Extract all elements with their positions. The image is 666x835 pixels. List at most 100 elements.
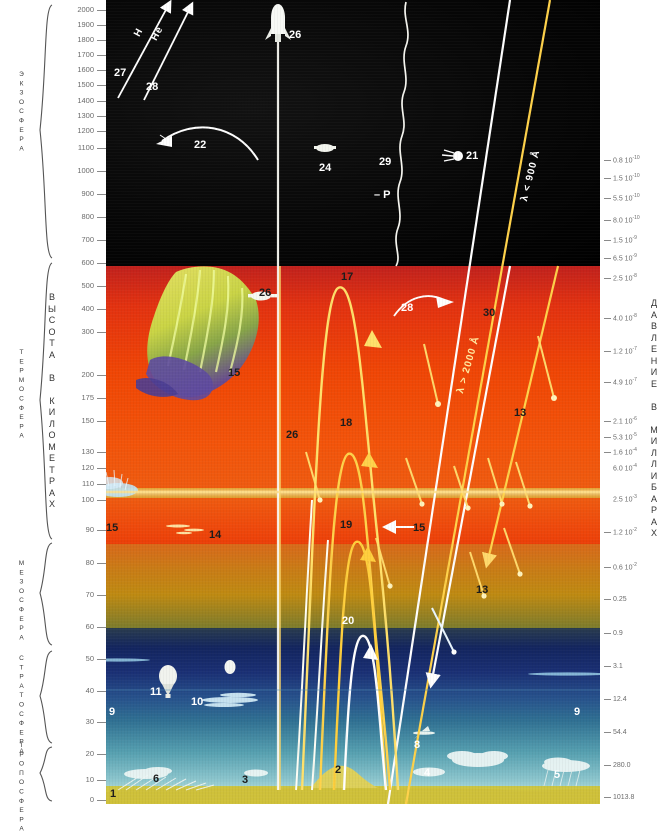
height-tick: 1000 — [68, 166, 106, 176]
pressure-tick-label: 0.6 — [613, 564, 623, 572]
pressure-axis-title-char: И — [650, 436, 658, 446]
pressure-tick-label: 6.0 — [613, 465, 623, 473]
pressure-axis-title-char: А — [650, 309, 657, 320]
height-axis-title-char: О — [48, 430, 56, 440]
pressure-tick-exponent-base: 10 — [622, 418, 633, 426]
pressure-tick-label: 0.25 — [613, 596, 627, 603]
height-tick: 1200 — [68, 126, 106, 136]
callout-15left: 15 — [106, 522, 119, 534]
height-tick: 700 — [68, 235, 106, 245]
height-axis-title-char: В — [48, 292, 55, 302]
pressure-tick-exponent: -10 — [632, 173, 640, 179]
pressure-tick: 1.5 10-10 — [604, 171, 640, 183]
height-axis-title-char: А — [48, 487, 55, 498]
pressure-axis-title-char — [646, 413, 662, 425]
icon-comet-21 — [441, 149, 463, 162]
height-tick-mark — [97, 69, 106, 71]
height-tick-label: 0 — [89, 795, 94, 804]
atmosphere-illustration: 27 28 H He 22 26 24 29– P 21 λ < 900 Å 17 26 15 28 30 λ… — [106, 0, 600, 804]
callout-22: 22 — [194, 139, 207, 151]
band-mesosphere — [106, 544, 600, 628]
callout-17: 17 — [341, 271, 354, 283]
height-tick-mark — [97, 54, 106, 56]
height-tick-mark — [97, 115, 106, 117]
height-tick-label: 1800 — [77, 35, 94, 44]
pressure-axis-title-char: Х — [650, 528, 657, 538]
pressure-tick: 1013.8 — [604, 793, 634, 803]
pressure-tick-exponent-base: 10 — [622, 379, 633, 387]
callout-6: 6 — [153, 773, 160, 785]
callout-13a: 13 — [514, 407, 527, 419]
brace-thermosphere — [38, 262, 54, 540]
icon-balloon-11 — [159, 665, 177, 698]
pressure-tick-label: 1.5 — [613, 175, 623, 183]
height-tick: 1600 — [68, 65, 106, 75]
callout-21: 21 — [466, 150, 479, 162]
pressure-tick-exponent: -7 — [632, 377, 637, 383]
height-tick-label: 800 — [81, 212, 94, 221]
height-tick-label: 300 — [81, 327, 94, 336]
height-axis-title-char: Е — [48, 453, 55, 463]
pressure-tick-label: 1.5 — [613, 237, 623, 245]
height-tick: 100 — [68, 495, 106, 505]
height-tick: 0 — [68, 795, 106, 805]
pressure-tick: 1.5 10-9 — [604, 233, 637, 245]
pressure-axis-title-char: Д — [650, 298, 658, 308]
height-tick-label: 10 — [85, 775, 94, 784]
icon-cloud-streak-9 — [106, 658, 600, 676]
height-tick-mark — [97, 626, 106, 628]
pressure-tick-exponent: -4 — [632, 447, 637, 453]
pressure-tick: 2.5 10-3 — [604, 492, 637, 504]
height-tick-mark — [97, 147, 106, 149]
height-tick-label: 200 — [81, 370, 94, 379]
layer-label-exosphere: ЭКЗОСФЕРА — [18, 71, 25, 155]
height-tick-label: 1600 — [77, 65, 94, 74]
pressure-axis-ticks: 0.8 10-10 1.5 10-10 5.5 10-10 8.0 10-10 1.5 … — [604, 0, 666, 804]
height-tick: 1300 — [68, 111, 106, 121]
layer-label-thermosphere: ТЕРМОСФЕРА — [18, 348, 25, 442]
pressure-tick-exponent-base: 10 — [622, 255, 633, 263]
height-tick-label: 600 — [81, 258, 94, 267]
callout-28a: 28 — [146, 81, 159, 93]
pressure-axis-title-char: Л — [651, 459, 657, 469]
pressure-tick-exponent: -2 — [632, 527, 637, 533]
height-tick: 1700 — [68, 50, 106, 60]
icon-sonde-11b — [224, 660, 236, 674]
pressure-tick: 1.2 10-7 — [604, 344, 637, 356]
height-tick-label: 60 — [85, 622, 94, 631]
pressure-tick-mark — [604, 451, 611, 453]
icon-aircraft-8 — [413, 726, 435, 739]
height-tick-label: 110 — [82, 479, 94, 488]
pressure-tick-label: 4.9 — [613, 379, 623, 387]
height-tick-mark — [97, 193, 106, 195]
height-tick-label: 40 — [85, 686, 94, 695]
height-axis-title-char: И — [48, 407, 56, 417]
boundary-line-29 — [395, 1, 409, 267]
pressure-tick-exponent-base: 10 — [622, 348, 633, 356]
pressure-tick-mark — [604, 257, 611, 259]
height-tick-mark — [97, 799, 106, 801]
height-tick: 2000 — [68, 5, 106, 15]
pressure-tick-exponent: -9 — [632, 235, 637, 241]
height-tick-label: 900 — [81, 189, 94, 198]
callout-13b: 13 — [476, 584, 489, 596]
pressure-tick-mark — [604, 764, 611, 766]
callout-11: 11 — [150, 686, 162, 698]
beam-lambda-2000 — [404, 0, 552, 804]
height-tick: 200 — [68, 370, 106, 380]
height-tick-label: 100 — [81, 495, 94, 504]
height-tick-label: 2000 — [77, 5, 94, 14]
ground-silhouette — [106, 765, 600, 804]
callout-1: 1 — [110, 788, 117, 800]
pressure-tick-mark — [604, 350, 611, 352]
pressure-tick: 6.0 10-4 — [604, 461, 637, 473]
pressure-tick-exponent: -10 — [632, 193, 640, 199]
height-tick-mark — [97, 483, 106, 485]
brace-stratosphere — [38, 650, 54, 744]
pressure-tick: 4.0 10-8 — [604, 311, 637, 322]
height-tick-label: 70 — [85, 590, 94, 599]
pressure-tick-label: 2.5 — [613, 496, 623, 504]
pressure-tick-label: 280.0 — [613, 762, 631, 769]
height-tick-label: 500 — [81, 281, 94, 290]
height-tick-mark — [97, 499, 106, 501]
